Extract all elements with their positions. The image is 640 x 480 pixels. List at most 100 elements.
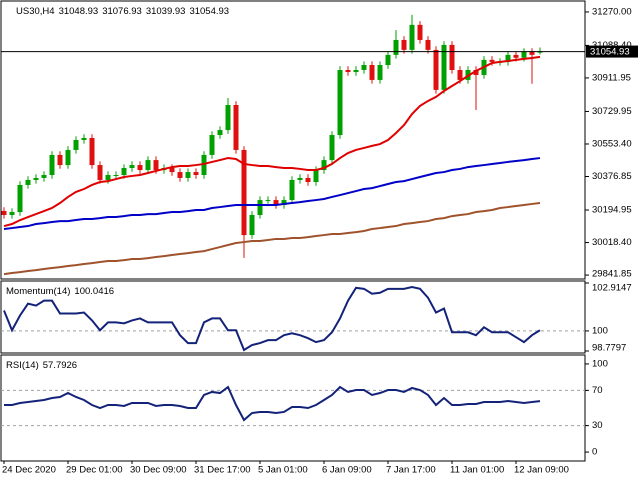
candle-body (521, 51, 527, 58)
candle-body (473, 69, 479, 75)
header-part: 31076.93 (102, 6, 142, 17)
candle-body (385, 54, 391, 66)
indicator-line (4, 385, 541, 422)
candle-body (209, 135, 215, 155)
x-tick-label: 30 Dec 09:00 (130, 465, 187, 476)
candle-body (225, 104, 231, 131)
panel-header: RSI(14) 57.7926 (6, 360, 77, 371)
candle-body (241, 149, 247, 236)
panel-frame (0, 280, 586, 354)
candle-body (65, 149, 71, 166)
candle-body (25, 179, 31, 185)
indicator-line (3, 55, 541, 228)
y-tick-label: 70 (592, 385, 603, 396)
x-tick-label: 24 Dec 2020 (2, 465, 56, 476)
indicator-line (3, 157, 541, 230)
x-tick-label: 5 Jan 01:00 (258, 465, 308, 476)
candle-body (417, 24, 423, 40)
candle-body (273, 200, 279, 206)
candle-body (89, 137, 95, 166)
panel-header: US30,H4 31048.93 31076.93 31039.93 31054.93 (16, 6, 229, 17)
candle-body (41, 175, 47, 178)
candle-body (537, 51, 543, 53)
candle-body (513, 54, 519, 58)
indicator-line (3, 202, 541, 276)
candle-body (49, 154, 55, 176)
y-tick-label: 30376.85 (592, 171, 632, 182)
candle-body (249, 214, 255, 236)
panel-frame (0, 0, 586, 280)
y-tick-label: 100 (592, 325, 608, 336)
x-tick-label: 11 Jan 01:00 (450, 465, 504, 476)
candle-body (33, 177, 39, 180)
header-part: RSI(14) (6, 360, 39, 371)
y-tick-label: 100 (592, 358, 608, 369)
candle-body (313, 170, 319, 183)
current-price-label: 31054.93 (590, 47, 630, 58)
candle-body (121, 168, 127, 176)
candle-body (345, 69, 351, 73)
y-tick-label: 30018.40 (592, 237, 632, 248)
x-tick-label: 6 Jan 09:00 (322, 465, 372, 476)
y-tick-label: 98.7797 (592, 343, 626, 354)
candle-body (17, 184, 23, 213)
candle-body (361, 65, 367, 70)
header-part: 31054.93 (189, 6, 229, 17)
candle-body (137, 165, 143, 171)
current-price-box (586, 45, 638, 58)
candle-body (377, 65, 383, 80)
candle-body (329, 135, 335, 161)
candle-body (337, 69, 343, 136)
y-tick-label: 30729.95 (592, 106, 632, 117)
y-tick-label: 31270.00 (592, 6, 632, 17)
candle-body (457, 69, 463, 80)
y-tick-label: 30 (592, 420, 603, 431)
candle-body (145, 160, 151, 171)
candle-body (265, 200, 271, 202)
candle-body (369, 65, 375, 80)
candle-body (257, 200, 263, 215)
candle-body (1, 210, 7, 215)
candle-body (505, 54, 511, 62)
indicator-line (3, 285, 541, 352)
candle-body (217, 130, 223, 136)
y-tick-label: 30911.95 (592, 72, 631, 83)
candle-body (297, 177, 303, 180)
y-tick-label: 30553.40 (592, 138, 632, 149)
header-part: 31039.93 (146, 6, 186, 17)
candle-body (81, 137, 87, 140)
x-tick-label: 31 Dec 17:00 (194, 465, 251, 476)
candle-body (57, 154, 63, 166)
y-tick-label: 30194.95 (592, 205, 632, 216)
candle-body (401, 39, 407, 50)
y-tick-label: 0 (592, 447, 597, 458)
header-part: US30,H4 (16, 6, 55, 17)
candle-body (353, 69, 359, 73)
candle-body (105, 175, 111, 180)
candle-body (185, 172, 191, 178)
header-part: 57.7926 (43, 360, 77, 371)
candle-body (321, 160, 327, 171)
candle-body (433, 49, 439, 90)
candle-body (289, 179, 295, 201)
candle-body (177, 172, 183, 178)
candle-body (73, 140, 79, 150)
header-part: 31048.93 (59, 6, 99, 17)
candle-body (441, 44, 447, 90)
panel-header: Momentum(14) 100.0416 (6, 286, 114, 297)
candle-body (113, 175, 119, 177)
candle-body (305, 177, 311, 183)
candle-body (97, 165, 103, 180)
candle-body (489, 59, 495, 62)
candle-body (233, 104, 239, 150)
candle-body (169, 168, 175, 173)
x-tick-label: 29 Dec 01:00 (66, 465, 123, 476)
candle-body (393, 39, 399, 55)
candle-body (529, 51, 535, 55)
candle-body (281, 200, 287, 206)
header-part: 100.0416 (74, 286, 114, 297)
candle-body (153, 160, 159, 171)
candle-body (129, 165, 135, 169)
